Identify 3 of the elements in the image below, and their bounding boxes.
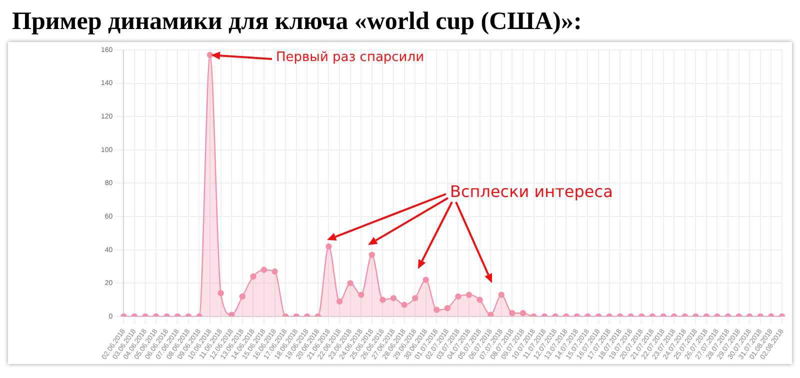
annotation: Всплески интереса: [450, 182, 613, 201]
annotation: Первый раз спарсили: [276, 50, 424, 65]
chart-title: Пример динамики для ключа «world cup (США)»:: [12, 8, 583, 36]
